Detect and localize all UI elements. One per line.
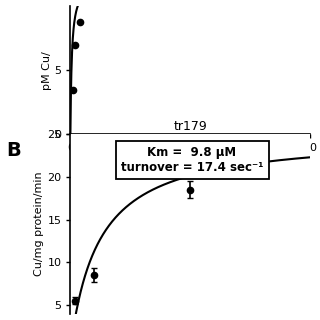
Text: Km =  9.8 μM
turnover = 17.4 sec⁻¹: Km = 9.8 μM turnover = 17.4 sec⁻¹ bbox=[121, 146, 263, 174]
Title: tr179: tr179 bbox=[173, 120, 207, 133]
X-axis label: μM Cu: μM Cu bbox=[168, 156, 212, 169]
Y-axis label: pM Cu/: pM Cu/ bbox=[42, 51, 52, 90]
Text: B: B bbox=[6, 141, 21, 160]
Y-axis label: Cu/mg protein/min: Cu/mg protein/min bbox=[35, 172, 44, 276]
